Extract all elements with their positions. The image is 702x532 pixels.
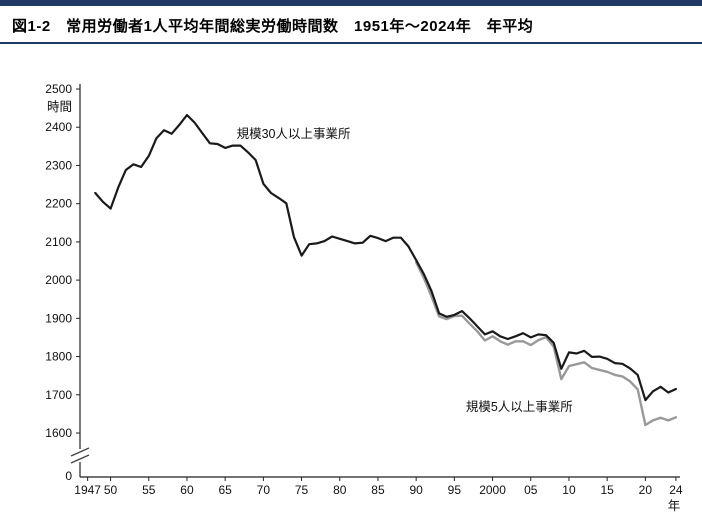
x-tick-label: 95: [448, 483, 462, 497]
header-accent-bar: [0, 0, 702, 6]
x-tick-label: 85: [371, 483, 385, 497]
line-chart: 2500 2400 2300 2200 2100 2000 1900 1800 1700 1600…: [45, 82, 683, 513]
y-tick-label: 1800: [45, 350, 72, 364]
series-line: [415, 261, 678, 427]
y-tick-label: 2100: [45, 235, 72, 249]
x-axis-unit-label: 年: [668, 499, 681, 513]
x-tick-label: 05: [524, 483, 538, 497]
series-annotation: 規模30人以上事業所: [237, 126, 351, 141]
series-annotation: 規模5人以上事業所: [466, 399, 573, 414]
y-tick-label: 1700: [45, 388, 72, 402]
x-tick-label: 24: [669, 483, 683, 497]
y-tick-label: 2400: [45, 120, 72, 134]
header-rule: [0, 42, 702, 44]
y-tick-label: 2300: [45, 158, 72, 172]
x-tick-label: 55: [142, 483, 156, 497]
x-tick-label: 90: [409, 483, 423, 497]
y-zero-label: 0: [65, 469, 72, 483]
x-tick-label: 2000: [479, 483, 506, 497]
y-tick-label: 1600: [45, 426, 72, 440]
chart-title: 図1-2 常用労働者1人平均年間総実労働時間数 1951年〜2024年 年平均: [12, 18, 534, 35]
x-tick-label: 15: [600, 483, 614, 497]
y-tick-label: 2000: [45, 273, 72, 287]
y-tick-label: 1900: [45, 311, 72, 325]
x-tick-label: 50: [104, 483, 118, 497]
x-tick-label: 1947: [74, 483, 101, 497]
axis-break-icon: [70, 447, 90, 457]
x-tick-label: 60: [180, 483, 194, 497]
x-tick-label: 80: [333, 483, 347, 497]
x-tick-label: 20: [639, 483, 653, 497]
x-tick-label: 70: [257, 483, 271, 497]
y-tick-label: 2500: [45, 82, 72, 96]
x-tick-label: 65: [218, 483, 232, 497]
series-line: [94, 113, 678, 402]
x-tick-label: 10: [562, 483, 576, 497]
axis-break-icon: [70, 454, 90, 464]
y-tick-label: 2200: [45, 197, 72, 211]
x-tick-label: 75: [295, 483, 309, 497]
axis-break-mask: [74, 449, 86, 462]
y-axis-unit-label: 時間: [47, 100, 72, 114]
